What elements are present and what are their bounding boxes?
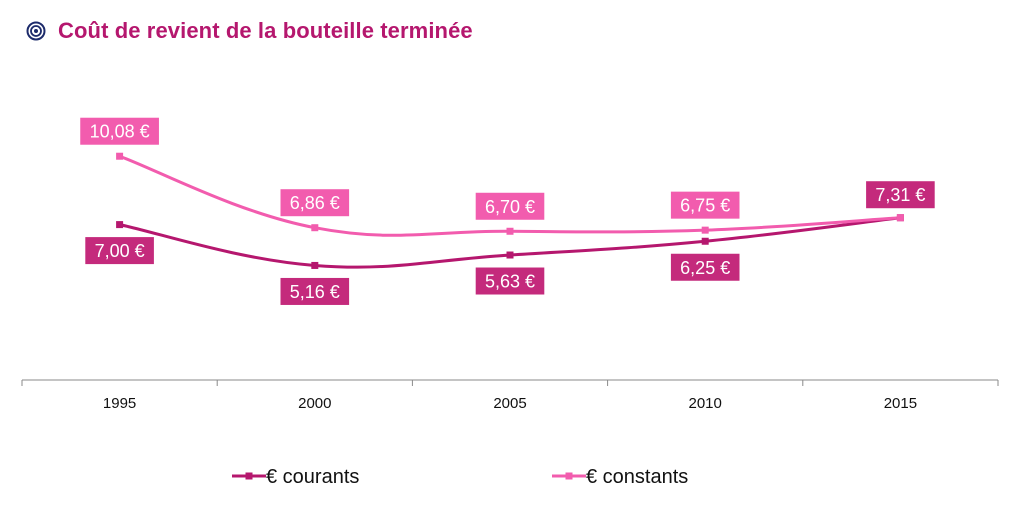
data-label-text: 5,63 € xyxy=(485,272,535,292)
series-markers xyxy=(116,152,904,269)
data-labels: 7,00 € 5,16 € 5,63 € 6,25 € 7,31 € 10,08 € 6,8… xyxy=(80,117,935,305)
title-row: Coût de revient de la bouteille terminée xyxy=(26,14,473,48)
data-label: 10,08 € xyxy=(80,117,159,145)
series-marker xyxy=(506,227,514,235)
chart-title: Coût de revient de la bouteille terminée xyxy=(58,18,473,43)
data-label-text: 6,25 € xyxy=(680,258,730,278)
series-marker xyxy=(311,224,319,232)
data-label-text: 7,31 € xyxy=(875,185,925,205)
data-label-box xyxy=(85,237,154,265)
x-tick-label: 2010 xyxy=(689,395,722,412)
legend-swatch-marker xyxy=(245,472,253,480)
data-label-box xyxy=(280,189,350,217)
data-label-text: 10,08 € xyxy=(90,122,150,142)
series-marker xyxy=(311,261,319,269)
data-label-box xyxy=(866,181,935,209)
data-label: 7,31 € xyxy=(866,181,935,209)
data-label: 7,00 € xyxy=(85,237,154,265)
data-label-text: 6,75 € xyxy=(680,196,730,216)
data-label-text: 5,16 € xyxy=(290,282,340,302)
legend: € courants € constants xyxy=(232,466,688,488)
data-label-text: 6,70 € xyxy=(485,197,535,217)
series-marker xyxy=(506,251,514,259)
data-label: 6,86 € xyxy=(280,189,350,217)
data-label-box xyxy=(475,267,545,295)
data-label: 6,75 € xyxy=(670,191,740,219)
data-label-text: 6,86 € xyxy=(290,193,340,213)
series-marker xyxy=(701,226,709,234)
data-label: 6,70 € xyxy=(475,192,545,220)
data-label-box xyxy=(670,191,740,219)
x-axis: 1995 2000 2005 2010 2015 xyxy=(21,379,999,412)
data-label-box xyxy=(475,192,545,220)
legend-label: € courants xyxy=(266,466,359,488)
series-marker xyxy=(116,152,124,160)
data-label: 6,25 € xyxy=(670,253,740,281)
x-tick-label: 2000 xyxy=(298,395,331,412)
legend-entry: € constants xyxy=(552,466,688,488)
data-label-text: 7,00 € xyxy=(95,241,145,261)
x-tick-label: 1995 xyxy=(103,395,136,412)
x-tick-label: 2015 xyxy=(884,395,917,412)
legend-entry: € courants xyxy=(232,466,359,488)
legend-label: € constants xyxy=(586,466,688,488)
x-tick-label: 2005 xyxy=(493,395,526,412)
data-label-box xyxy=(80,117,159,145)
series-marker xyxy=(116,221,124,229)
data-label-box xyxy=(280,277,350,305)
target-icon xyxy=(26,21,46,41)
data-label: 5,63 € xyxy=(475,267,545,295)
legend-swatch-marker xyxy=(565,472,573,480)
series-marker xyxy=(896,214,904,222)
data-label: 5,16 € xyxy=(280,277,350,305)
series-marker xyxy=(701,237,709,245)
data-label-box xyxy=(670,253,740,281)
